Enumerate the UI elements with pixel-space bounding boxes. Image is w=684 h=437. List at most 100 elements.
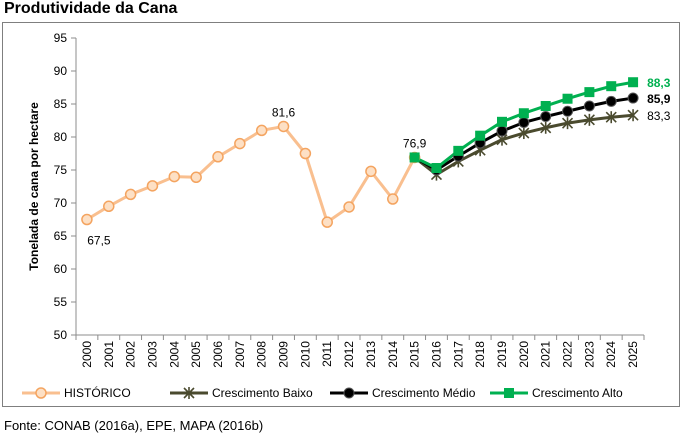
data-point-baixo xyxy=(583,113,595,126)
data-point-alto xyxy=(409,152,420,163)
data-point-historico xyxy=(387,193,399,205)
x-tick-label: 2005 xyxy=(189,341,203,368)
data-point-historico xyxy=(168,170,181,183)
x-tick-label: 2000 xyxy=(80,341,94,368)
data-point-historico xyxy=(212,151,224,163)
data-point-medio xyxy=(540,111,552,123)
data-point-historico xyxy=(343,201,355,213)
y-tick-label: 65 xyxy=(54,229,68,243)
y-tick-label: 60 xyxy=(54,262,68,276)
data-point-historico xyxy=(321,216,333,228)
y-tick-label: 80 xyxy=(54,130,68,144)
x-tick-label: 2004 xyxy=(167,341,181,368)
x-tick-label: 2020 xyxy=(517,341,531,368)
x-tick-label: 2010 xyxy=(298,341,312,368)
data-point-alto xyxy=(497,116,507,127)
x-tick-label: 2025 xyxy=(626,341,640,368)
x-tick-label: 2019 xyxy=(495,341,509,368)
data-point-alto xyxy=(431,163,442,174)
x-tick-label: 2014 xyxy=(386,341,400,368)
data-point-historico xyxy=(299,147,312,160)
data-labels-layer: 67,5 81,6 76,9 83,3 85,9 88,3 xyxy=(87,76,671,247)
data-point-historico xyxy=(365,165,377,178)
data-point-baixo xyxy=(605,111,617,124)
x-tick-label: 2007 xyxy=(233,341,247,368)
y-tick-label: 50 xyxy=(54,328,68,342)
series-lines-layer xyxy=(86,80,634,224)
x-tick-label: 2016 xyxy=(429,341,443,368)
legend-label: Crescimento Alto xyxy=(532,386,623,400)
data-point-baixo xyxy=(561,117,574,130)
data-point-historico xyxy=(234,137,246,150)
data-label-medio: 85,9 xyxy=(647,92,671,106)
legend-item-alto: Crescimento Alto xyxy=(490,386,623,400)
x-tick-label: 2001 xyxy=(102,341,116,368)
data-point-historico xyxy=(277,120,290,133)
x-tick-label: 2012 xyxy=(342,341,356,368)
data-label-historico: 76,9 xyxy=(403,136,427,150)
y-tick-label: 95 xyxy=(54,31,68,45)
data-point-medio xyxy=(583,100,595,112)
legend-label: Crescimento Médio xyxy=(372,386,476,400)
y-tick-label: 90 xyxy=(54,64,68,78)
data-point-medio xyxy=(627,92,639,104)
x-tick-label: 2017 xyxy=(451,341,465,368)
x-tick-label: 2006 xyxy=(211,341,225,368)
data-point-baixo xyxy=(518,127,530,140)
x-tick-label: 2022 xyxy=(561,341,575,368)
y-tick-label: 85 xyxy=(54,97,68,111)
legend-label: HISTÓRICO xyxy=(64,385,131,400)
legend-item-baixo: Crescimento Baixo xyxy=(170,386,313,400)
x-tick-label: 2018 xyxy=(473,341,487,368)
data-point-alto xyxy=(606,81,617,92)
data-label-historico: 81,6 xyxy=(272,105,296,119)
legend-swatch-marker xyxy=(343,387,355,399)
data-label-alto: 88,3 xyxy=(647,76,671,90)
x-tick-label: 2008 xyxy=(255,341,269,368)
data-point-alto xyxy=(453,145,464,156)
x-tick-label: 2009 xyxy=(277,341,291,368)
data-point-historico xyxy=(255,124,268,137)
data-point-alto xyxy=(518,108,529,119)
data-point-baixo xyxy=(627,109,639,122)
data-point-alto xyxy=(584,87,595,98)
series-line-historico xyxy=(86,124,416,224)
data-label-historico: 67,5 xyxy=(87,234,111,248)
data-point-alto xyxy=(475,130,486,141)
data-point-baixo xyxy=(540,121,552,134)
y-tick-label: 70 xyxy=(54,196,68,210)
data-point-historico xyxy=(124,188,137,201)
legend-label: Crescimento Baixo xyxy=(212,386,313,400)
data-point-alto xyxy=(628,77,639,88)
x-tick-label: 2021 xyxy=(539,341,553,368)
data-point-historico xyxy=(81,213,93,226)
legend: HISTÓRICO Crescimento Baixo Crescimento Mé… xyxy=(22,385,623,400)
chart-title: Produtividade da Cana xyxy=(4,0,178,17)
series-markers-layer xyxy=(81,77,639,228)
y-axis-title: Tonelada de cana por hectare xyxy=(27,102,41,271)
data-point-medio xyxy=(518,116,530,128)
x-tick-label: 2015 xyxy=(408,341,422,368)
axes-layer: 50 55 60 65 70 75 80 85 90 95 2000 2001 2002 2003 2004… xyxy=(27,31,645,368)
legend-swatch-marker xyxy=(183,387,195,399)
x-tick-label: 2003 xyxy=(145,341,159,368)
legend-item-historico: HISTÓRICO xyxy=(22,385,131,400)
x-tick-label: 2023 xyxy=(582,341,596,368)
data-point-medio xyxy=(562,105,574,117)
y-tick-label: 75 xyxy=(54,163,68,177)
x-tick-label: 2011 xyxy=(320,341,334,367)
x-tick-label: 2013 xyxy=(364,341,378,368)
x-tick-label: 2002 xyxy=(124,341,138,368)
x-tick-label: 2024 xyxy=(604,341,618,368)
data-point-historico xyxy=(190,171,202,184)
legend-swatch-marker xyxy=(504,388,514,398)
chart-frame xyxy=(2,22,680,407)
legend-item-medio: Crescimento Médio xyxy=(330,386,476,400)
data-point-alto xyxy=(540,100,551,111)
data-point-historico xyxy=(146,180,159,192)
data-point-alto xyxy=(562,93,573,104)
y-tick-label: 55 xyxy=(54,295,68,309)
source-note: Fonte: CONAB (2016a), EPE, MAPA (2016b) xyxy=(4,418,264,433)
data-label-baixo: 83,3 xyxy=(647,109,671,123)
